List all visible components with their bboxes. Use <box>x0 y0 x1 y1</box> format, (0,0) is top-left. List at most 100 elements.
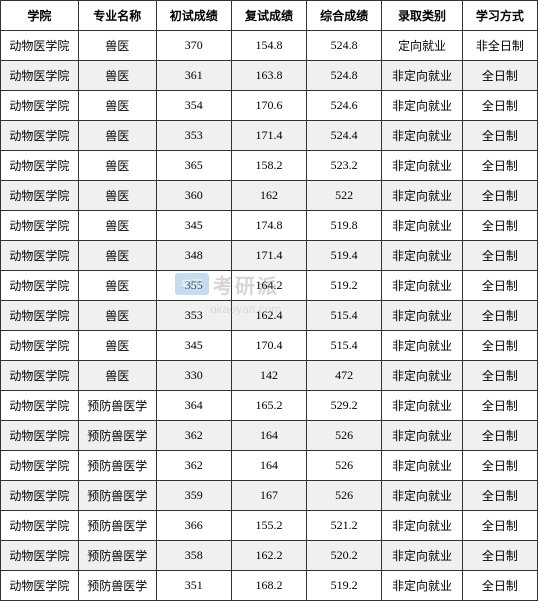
table-cell: 非定向就业 <box>382 571 463 601</box>
table-cell: 362 <box>156 421 231 451</box>
table-cell: 非定向就业 <box>382 511 463 541</box>
table-row: 动物医学院兽医365158.2523.2非定向就业全日制 <box>1 151 538 181</box>
table-cell: 动物医学院 <box>1 331 79 361</box>
table-cell: 358 <box>156 541 231 571</box>
table-cell: 353 <box>156 121 231 151</box>
table-cell: 非定向就业 <box>382 61 463 91</box>
table-cell: 预防兽医学 <box>78 571 156 601</box>
table-cell: 动物医学院 <box>1 571 79 601</box>
table-cell: 非定向就业 <box>382 451 463 481</box>
table-cell: 171.4 <box>231 121 306 151</box>
table-cell: 515.4 <box>307 301 382 331</box>
table-cell: 全日制 <box>462 211 537 241</box>
table-row: 动物医学院预防兽医学364165.2529.2非定向就业全日制 <box>1 391 538 421</box>
table-cell: 全日制 <box>462 271 537 301</box>
table-cell: 非定向就业 <box>382 481 463 511</box>
table-cell: 预防兽医学 <box>78 511 156 541</box>
table-cell: 164 <box>231 421 306 451</box>
table-body: 动物医学院兽医370154.8524.8定向就业非全日制动物医学院兽医36116… <box>1 31 538 601</box>
table-cell: 154.8 <box>231 31 306 61</box>
table-cell: 155.2 <box>231 511 306 541</box>
table-cell: 动物医学院 <box>1 151 79 181</box>
table-row: 动物医学院预防兽医学351168.2519.2非定向就业全日制 <box>1 571 538 601</box>
table-cell: 非定向就业 <box>382 211 463 241</box>
table-cell: 非定向就业 <box>382 331 463 361</box>
table-cell: 472 <box>307 361 382 391</box>
table-cell: 359 <box>156 481 231 511</box>
table-cell: 全日制 <box>462 361 537 391</box>
table-cell: 全日制 <box>462 121 537 151</box>
table-header-row: 学院 专业名称 初试成绩 复试成绩 综合成绩 录取类别 学习方式 <box>1 1 538 31</box>
table-cell: 全日制 <box>462 451 537 481</box>
table-row: 动物医学院兽医348171.4519.4非定向就业全日制 <box>1 241 538 271</box>
table-cell: 全日制 <box>462 541 537 571</box>
table-cell: 全日制 <box>462 181 537 211</box>
table-cell: 162 <box>231 181 306 211</box>
table-cell: 非定向就业 <box>382 421 463 451</box>
table-cell: 兽医 <box>78 31 156 61</box>
table-cell: 529.2 <box>307 391 382 421</box>
table-cell: 动物医学院 <box>1 511 79 541</box>
table-row: 动物医学院兽医353171.4524.4非定向就业全日制 <box>1 121 538 151</box>
table-cell: 全日制 <box>462 511 537 541</box>
table-cell: 162.4 <box>231 301 306 331</box>
table-cell: 519.2 <box>307 271 382 301</box>
table-cell: 366 <box>156 511 231 541</box>
table-cell: 163.8 <box>231 61 306 91</box>
table-cell: 351 <box>156 571 231 601</box>
table-cell: 165.2 <box>231 391 306 421</box>
table-cell: 预防兽医学 <box>78 481 156 511</box>
table-cell: 非定向就业 <box>382 541 463 571</box>
table-cell: 非定向就业 <box>382 91 463 121</box>
table-cell: 动物医学院 <box>1 61 79 91</box>
admissions-table: 学院 专业名称 初试成绩 复试成绩 综合成绩 录取类别 学习方式 动物医学院兽医… <box>0 0 538 601</box>
table-cell: 162.2 <box>231 541 306 571</box>
table-row: 动物医学院兽医330142472非定向就业全日制 <box>1 361 538 391</box>
table-cell: 兽医 <box>78 121 156 151</box>
table-row: 动物医学院兽医370154.8524.8定向就业非全日制 <box>1 31 538 61</box>
table-cell: 兽医 <box>78 331 156 361</box>
table-cell: 521.2 <box>307 511 382 541</box>
table-row: 动物医学院预防兽医学362164526非定向就业全日制 <box>1 451 538 481</box>
table-cell: 524.4 <box>307 121 382 151</box>
table-row: 动物医学院兽医354170.6524.6非定向就业全日制 <box>1 91 538 121</box>
table-cell: 345 <box>156 331 231 361</box>
table-cell: 全日制 <box>462 391 537 421</box>
table-cell: 520.2 <box>307 541 382 571</box>
table-cell: 158.2 <box>231 151 306 181</box>
table-cell: 全日制 <box>462 571 537 601</box>
table-cell: 348 <box>156 241 231 271</box>
table-cell: 164 <box>231 451 306 481</box>
table-cell: 动物医学院 <box>1 181 79 211</box>
table-cell: 全日制 <box>462 61 537 91</box>
table-row: 动物医学院兽医345170.4515.4非定向就业全日制 <box>1 331 538 361</box>
table-cell: 515.4 <box>307 331 382 361</box>
table-cell: 动物医学院 <box>1 541 79 571</box>
table-cell: 非定向就业 <box>382 301 463 331</box>
table-cell: 兽医 <box>78 151 156 181</box>
table-cell: 全日制 <box>462 331 537 361</box>
table-cell: 362 <box>156 451 231 481</box>
table-cell: 动物医学院 <box>1 91 79 121</box>
table-cell: 526 <box>307 481 382 511</box>
table-cell: 330 <box>156 361 231 391</box>
table-cell: 兽医 <box>78 271 156 301</box>
table-cell: 全日制 <box>462 151 537 181</box>
table-cell: 预防兽医学 <box>78 391 156 421</box>
table-cell: 524.8 <box>307 61 382 91</box>
table-cell: 兽医 <box>78 91 156 121</box>
table-cell: 兽医 <box>78 301 156 331</box>
table-row: 动物医学院兽医345174.8519.8非定向就业全日制 <box>1 211 538 241</box>
admissions-table-container: 学院 专业名称 初试成绩 复试成绩 综合成绩 录取类别 学习方式 动物医学院兽医… <box>0 0 538 601</box>
table-cell: 全日制 <box>462 241 537 271</box>
table-cell: 兽医 <box>78 181 156 211</box>
table-cell: 动物医学院 <box>1 301 79 331</box>
table-row: 动物医学院预防兽医学359167526非定向就业全日制 <box>1 481 538 511</box>
table-cell: 全日制 <box>462 301 537 331</box>
col-header-mode: 学习方式 <box>462 1 537 31</box>
table-row: 动物医学院预防兽医学362164526非定向就业全日制 <box>1 421 538 451</box>
table-cell: 361 <box>156 61 231 91</box>
table-cell: 171.4 <box>231 241 306 271</box>
table-cell: 355 <box>156 271 231 301</box>
table-cell: 动物医学院 <box>1 211 79 241</box>
